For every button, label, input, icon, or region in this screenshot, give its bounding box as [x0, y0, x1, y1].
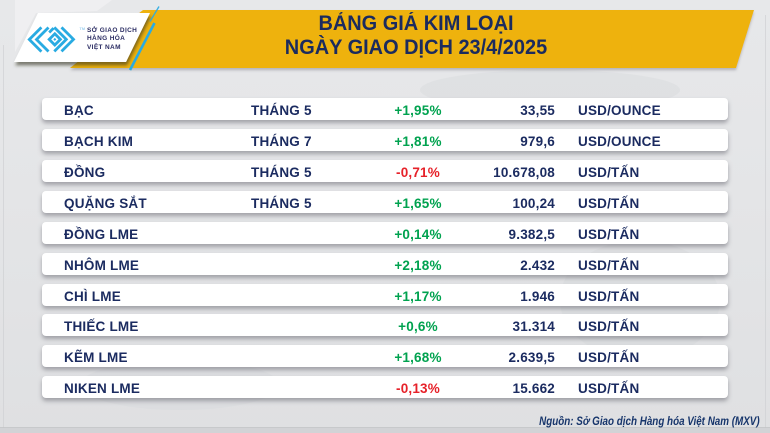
svg-text:TM: TM	[80, 27, 85, 31]
